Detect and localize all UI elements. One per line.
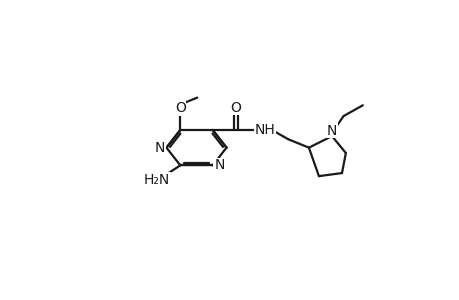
Text: NH: NH	[254, 123, 275, 137]
Text: O: O	[230, 100, 241, 115]
Text: N: N	[154, 141, 164, 155]
Text: O: O	[174, 101, 185, 116]
Text: N: N	[326, 124, 336, 138]
Text: N: N	[214, 158, 224, 172]
Text: H₂N: H₂N	[144, 173, 170, 187]
